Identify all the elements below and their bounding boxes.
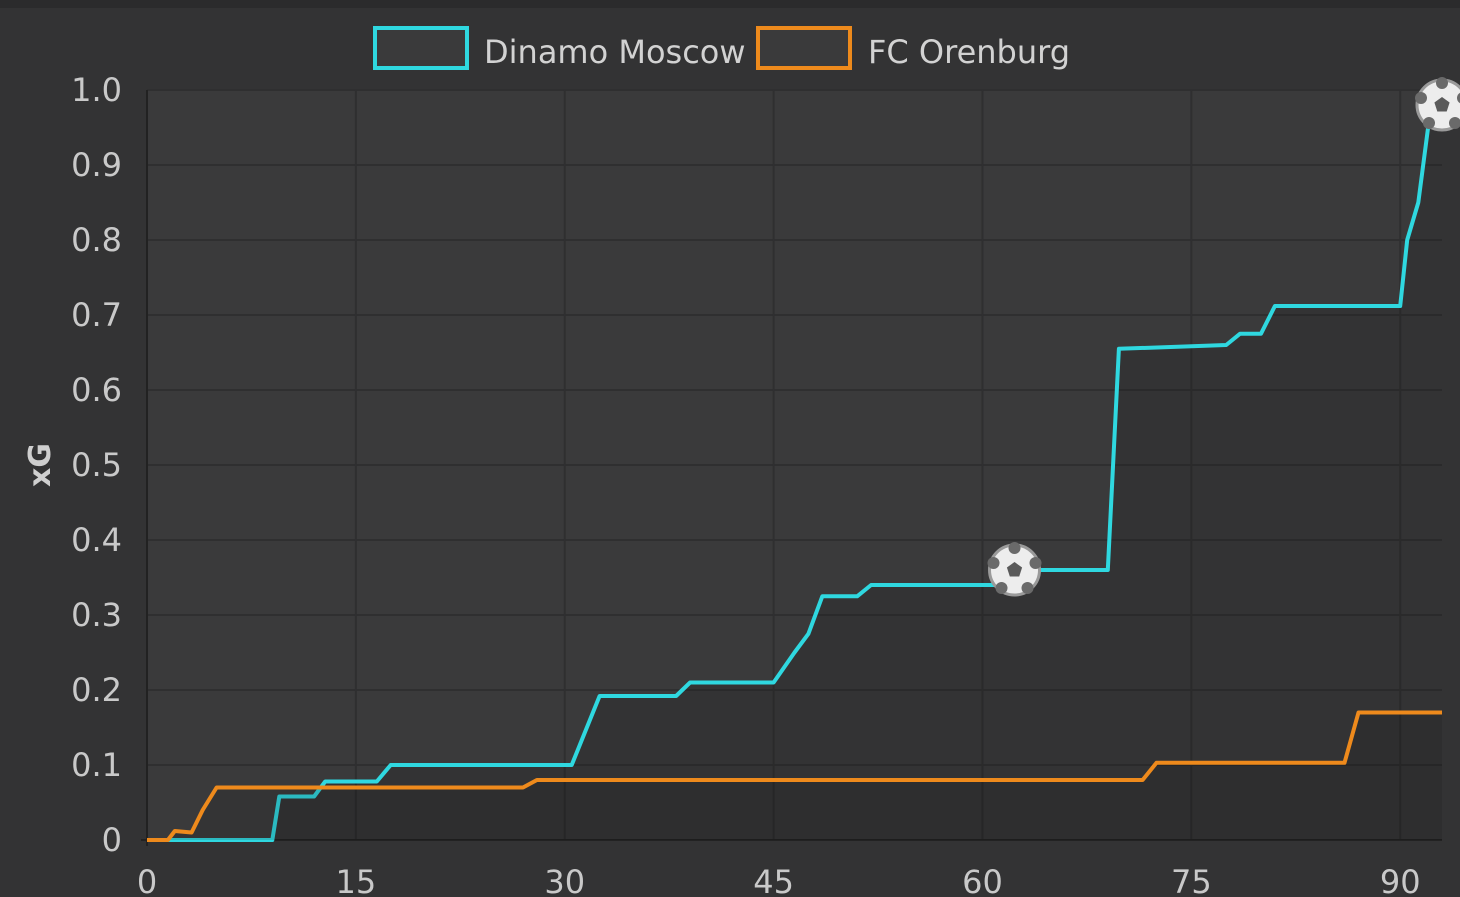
- legend-label: FC Orenburg: [868, 33, 1070, 71]
- series-area: [147, 112, 1442, 840]
- ball-patch: [1436, 77, 1448, 89]
- ball-patch: [1415, 92, 1427, 104]
- y-tick-label: 0.5: [71, 446, 122, 484]
- series-area: [147, 712, 1442, 840]
- grid-lines: [146, 89, 1442, 841]
- legend-label: Dinamo Moscow: [484, 33, 746, 71]
- x-tick-labels: 0 15 30 45 60 75 90: [137, 863, 1421, 897]
- x-tick-label: 45: [753, 863, 794, 897]
- x-tick-label: 15: [336, 863, 377, 897]
- series-line: [147, 111, 1444, 842]
- ball-patch: [1423, 117, 1435, 129]
- ball-patch: [1029, 557, 1042, 569]
- legend-swatch: [373, 26, 469, 70]
- ball-patch: [1008, 542, 1021, 554]
- series-group: [147, 77, 1460, 842]
- x-tick-label: 90: [1380, 863, 1421, 897]
- top-edge-strip: [0, 0, 1460, 8]
- ball-patch: [1449, 117, 1460, 129]
- goal-ball-icon: [987, 542, 1042, 597]
- y-tick-label: 0.9: [71, 146, 122, 184]
- x-tick-label: 0: [137, 863, 157, 897]
- y-tick-label: 0.1: [71, 746, 122, 784]
- ball-patch: [1006, 562, 1023, 577]
- y-tick-labels: 0 0.1 0.2 0.3 0.4 0.5 0.6 0.7 0.8 0.9 1.0: [71, 71, 122, 859]
- goal-ball-icon: [1415, 77, 1460, 132]
- ball-patch: [1457, 92, 1460, 104]
- y-tick-label: 0.6: [71, 371, 122, 409]
- ball-patch: [995, 582, 1008, 594]
- ball-patch: [1021, 582, 1034, 594]
- y-tick-label: 0.7: [71, 296, 122, 334]
- x-tick-label: 30: [544, 863, 585, 897]
- legend: Dinamo Moscow FC Orenburg: [373, 26, 1070, 71]
- y-tick-label: 0.3: [71, 596, 122, 634]
- y-tick-label: 1.0: [71, 71, 122, 109]
- series-line: [147, 710, 1442, 842]
- x-tick-label: 75: [1171, 863, 1212, 897]
- ball-patch: [987, 557, 1000, 569]
- y-axis-title: xG: [23, 443, 58, 487]
- legend-swatch: [756, 26, 852, 70]
- y-tick-label: 0.2: [71, 671, 122, 709]
- ball-patch: [1434, 97, 1450, 112]
- y-tick-label: 0: [102, 821, 122, 859]
- x-tick-label: 60: [962, 863, 1003, 897]
- y-tick-label: 0.8: [71, 221, 122, 259]
- y-tick-label: 0.4: [71, 521, 122, 559]
